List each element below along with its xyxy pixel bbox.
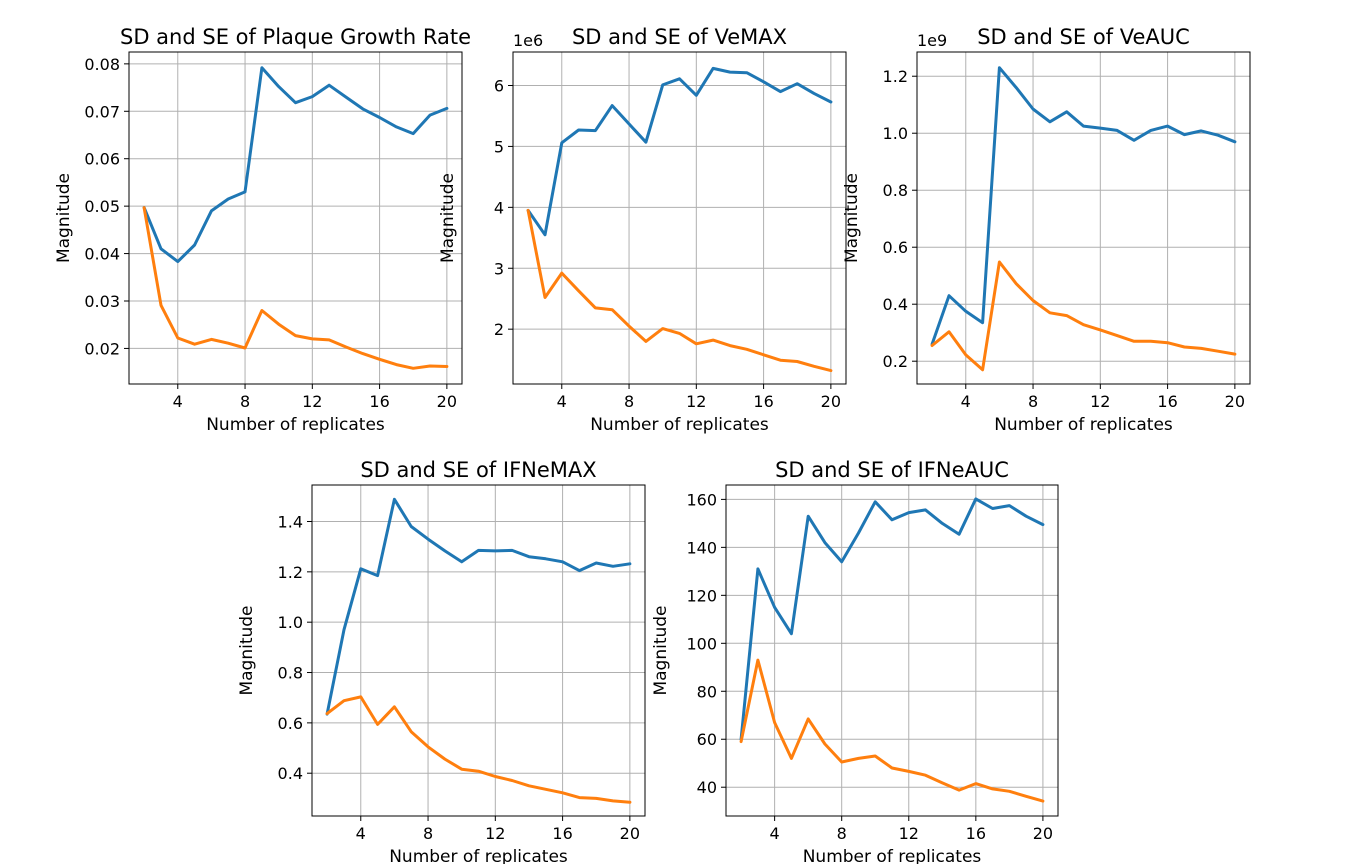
series-line-1	[526, 66, 833, 237]
x-tick-label: 12	[899, 824, 919, 843]
series-line-2	[526, 208, 833, 373]
x-axis-label: Number of replicates	[590, 415, 769, 435]
y-tick-label: 0.4	[883, 295, 908, 314]
chart-panel-5: 4 8 12 16 20 40 60 80 100 120 140 160 SD and SE of I…	[651, 458, 1059, 864]
y-tick-label: 0.2	[883, 352, 908, 371]
series-line-1	[142, 66, 449, 264]
x-tick-label: 8	[837, 824, 847, 843]
y-tick-label: 0.03	[84, 292, 120, 311]
chart-title: SD and SE of Plaque Growth Rate	[120, 25, 471, 49]
x-tick-label: 12	[1090, 392, 1110, 411]
series-line-1	[930, 66, 1237, 346]
x-axis-label: Number of replicates	[206, 415, 385, 435]
x-tick-label: 20	[437, 392, 457, 411]
x-tick-label: 16	[369, 392, 389, 411]
y-axis-label: Magnitude	[651, 605, 671, 695]
x-tick-label: 8	[1028, 392, 1038, 411]
plot-frame	[512, 51, 847, 385]
x-tick-label: 16	[966, 824, 986, 843]
x-tick-label: 12	[686, 392, 706, 411]
x-tick-label: 20	[1225, 392, 1245, 411]
chart-title: SD and SE of VeAUC	[977, 25, 1190, 49]
y-tick-label: 60	[697, 730, 717, 749]
x-tick-label: 20	[1033, 824, 1053, 843]
chart-title: SD and SE of VeMAX	[572, 25, 787, 49]
x-tick-label: 20	[620, 824, 640, 843]
x-tick-label: 8	[240, 392, 250, 411]
plot-frame	[128, 51, 463, 385]
y-tick-label: 0.04	[84, 245, 120, 264]
x-tick-label: 8	[423, 824, 433, 843]
x-tick-label: 4	[557, 392, 567, 411]
series-line-2	[739, 658, 1045, 803]
plot-frame	[916, 51, 1251, 385]
y-tick-label: 140	[686, 538, 717, 557]
y-tick-label: 80	[697, 682, 717, 701]
y-tick-label: 0.6	[883, 238, 908, 257]
y-axis-label: Magnitude	[54, 173, 74, 263]
y-tick-label: 3	[494, 259, 504, 278]
y-tick-label: 100	[686, 634, 717, 653]
x-tick-label: 16	[1157, 392, 1177, 411]
y-tick-label: 0.8	[278, 664, 303, 683]
axis-offset-text: 1e9	[917, 31, 947, 50]
chart-panel-2: 4 8 12 16 20 2 3 4 5 6 SD and SE of VeMAX Number of…	[438, 25, 847, 435]
y-tick-label: 160	[686, 490, 717, 509]
series-line-1	[325, 497, 632, 716]
x-axis-label: Number of replicates	[994, 415, 1173, 435]
y-tick-label: 1.0	[278, 613, 303, 632]
series-line-2	[930, 260, 1237, 372]
x-tick-label: 12	[485, 824, 505, 843]
chart-panel-3: 4 8 12 16 20 0.2 0.4 0.6 0.8 1.0 1.2 SD and SE of V…	[842, 25, 1251, 435]
series-line-2	[325, 695, 632, 804]
chart-panel-4: 4 8 12 16 20 0.4 0.6 0.8 1.0 1.2 1.4 SD and SE of I…	[237, 458, 646, 864]
y-tick-label: 1.0	[883, 124, 908, 143]
series-line-1	[739, 497, 1045, 741]
x-tick-label: 12	[302, 392, 322, 411]
y-tick-label: 5	[494, 137, 504, 156]
y-tick-label: 2	[494, 320, 504, 339]
x-axis-label: Number of replicates	[803, 847, 982, 864]
plot-frame	[725, 484, 1059, 817]
y-tick-label: 0.02	[84, 339, 120, 358]
y-axis-label: Magnitude	[438, 173, 458, 263]
y-tick-label: 1.2	[883, 67, 908, 86]
y-tick-label: 1.2	[278, 563, 303, 582]
axis-offset-text: 1e6	[513, 31, 543, 50]
x-tick-label: 4	[356, 824, 366, 843]
y-axis-label: Magnitude	[237, 605, 257, 695]
x-tick-label: 8	[624, 392, 634, 411]
chart-title: SD and SE of IFNeAUC	[775, 458, 1009, 482]
x-axis-label: Number of replicates	[389, 847, 568, 864]
y-tick-label: 4	[494, 198, 504, 217]
y-tick-label: 0.06	[84, 150, 120, 169]
y-tick-label: 1.4	[278, 512, 303, 531]
y-axis-label: Magnitude	[842, 173, 862, 263]
x-tick-label: 4	[770, 824, 780, 843]
chart-title: SD and SE of IFNeMAX	[360, 458, 596, 482]
x-tick-label: 20	[821, 392, 841, 411]
y-tick-label: 0.8	[883, 181, 908, 200]
y-tick-label: 6	[494, 77, 504, 96]
x-tick-label: 16	[552, 824, 572, 843]
y-tick-label: 0.07	[84, 102, 120, 121]
y-tick-label: 0.05	[84, 197, 120, 216]
y-tick-label: 0.4	[278, 764, 303, 783]
plot-frame	[311, 484, 646, 817]
x-tick-label: 4	[961, 392, 971, 411]
x-tick-label: 4	[173, 392, 183, 411]
y-tick-label: 0.08	[84, 55, 120, 74]
x-tick-label: 16	[753, 392, 773, 411]
y-tick-label: 0.6	[278, 714, 303, 733]
y-tick-label: 40	[697, 778, 717, 797]
series-line-2	[142, 206, 449, 370]
y-tick-label: 120	[686, 586, 717, 605]
